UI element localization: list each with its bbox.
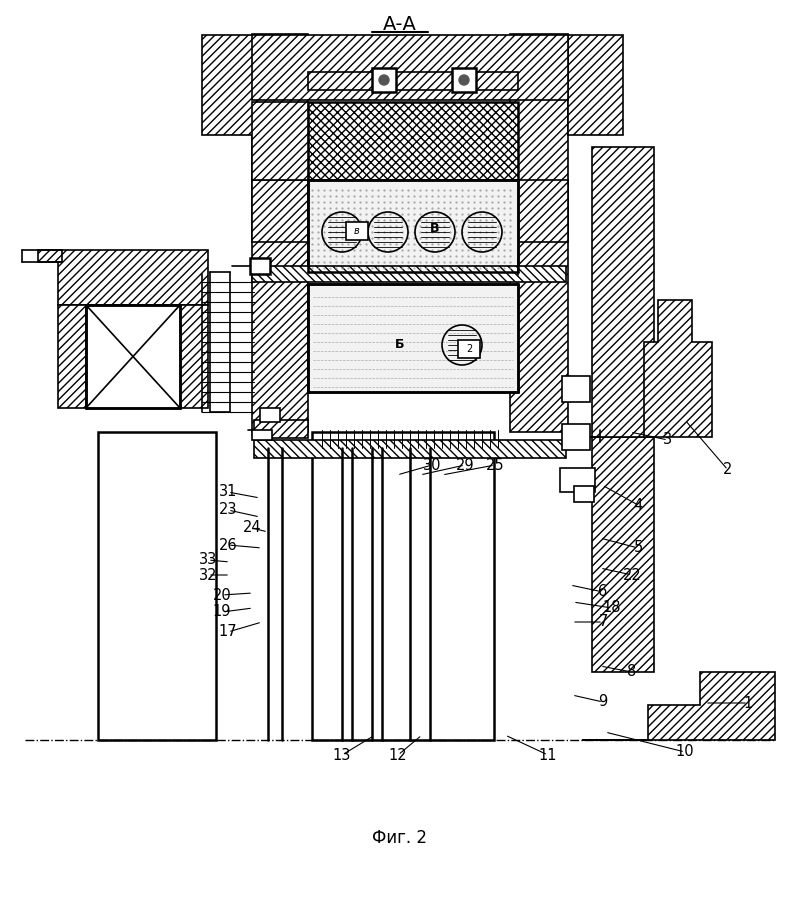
Text: 8: 8 bbox=[627, 664, 637, 680]
Text: 13: 13 bbox=[333, 748, 351, 762]
Text: 2: 2 bbox=[466, 344, 472, 354]
Bar bbox=[574, 486, 594, 502]
Text: Фиг. 2: Фиг. 2 bbox=[373, 829, 427, 847]
Bar bbox=[250, 258, 270, 274]
Bar bbox=[308, 72, 518, 90]
Bar bbox=[58, 250, 208, 305]
Bar bbox=[372, 68, 396, 92]
Bar bbox=[252, 180, 308, 242]
Bar bbox=[252, 35, 568, 100]
Text: 7: 7 bbox=[598, 615, 608, 629]
Text: 17: 17 bbox=[218, 625, 238, 640]
Text: 31: 31 bbox=[219, 484, 237, 500]
Bar bbox=[252, 430, 272, 440]
Text: 25: 25 bbox=[486, 457, 504, 472]
Bar bbox=[458, 340, 480, 358]
Bar bbox=[180, 305, 208, 408]
Text: Б: Б bbox=[395, 338, 405, 350]
Circle shape bbox=[379, 75, 389, 85]
Text: 9: 9 bbox=[598, 695, 608, 709]
Text: 33: 33 bbox=[199, 553, 217, 568]
Bar bbox=[510, 34, 568, 432]
Text: А-А: А-А bbox=[383, 15, 417, 34]
Bar bbox=[312, 432, 494, 740]
Text: 20: 20 bbox=[213, 588, 231, 602]
Bar bbox=[346, 222, 368, 240]
Text: 24: 24 bbox=[242, 520, 262, 536]
Bar bbox=[202, 35, 257, 135]
Text: 3: 3 bbox=[663, 433, 673, 447]
Text: 6: 6 bbox=[598, 584, 608, 599]
Bar bbox=[562, 424, 590, 450]
Bar bbox=[86, 305, 180, 408]
Text: 18: 18 bbox=[602, 600, 622, 616]
Bar bbox=[58, 305, 86, 408]
Bar bbox=[592, 437, 654, 672]
Polygon shape bbox=[582, 672, 775, 740]
Text: 10: 10 bbox=[676, 744, 694, 760]
Text: 26: 26 bbox=[218, 537, 238, 553]
Text: 2: 2 bbox=[723, 463, 733, 478]
Bar bbox=[260, 408, 280, 422]
Bar bbox=[308, 102, 518, 180]
Polygon shape bbox=[38, 250, 62, 262]
Text: 30: 30 bbox=[422, 457, 442, 472]
Bar bbox=[254, 440, 566, 458]
Text: 1: 1 bbox=[743, 696, 753, 710]
Circle shape bbox=[459, 75, 469, 85]
Bar bbox=[308, 180, 518, 272]
Bar bbox=[452, 68, 476, 92]
Bar bbox=[308, 284, 518, 392]
Text: 12: 12 bbox=[389, 748, 407, 762]
Text: В: В bbox=[430, 221, 440, 235]
Text: 32: 32 bbox=[198, 568, 218, 582]
Text: 22: 22 bbox=[622, 568, 642, 582]
Bar bbox=[592, 147, 654, 437]
Bar bbox=[568, 35, 623, 135]
Bar bbox=[562, 376, 590, 402]
Bar bbox=[252, 102, 308, 180]
Bar bbox=[560, 468, 595, 492]
Text: 29: 29 bbox=[456, 457, 474, 472]
Bar bbox=[254, 420, 308, 438]
Text: 19: 19 bbox=[213, 605, 231, 619]
Polygon shape bbox=[644, 300, 712, 437]
Text: 11: 11 bbox=[538, 748, 558, 762]
Bar bbox=[510, 180, 568, 242]
Text: в: в bbox=[354, 226, 360, 236]
Text: 4: 4 bbox=[634, 498, 642, 512]
Text: 5: 5 bbox=[634, 541, 642, 555]
Text: 23: 23 bbox=[218, 502, 238, 518]
Bar bbox=[252, 34, 308, 432]
Bar bbox=[98, 432, 216, 740]
Bar bbox=[252, 266, 566, 282]
